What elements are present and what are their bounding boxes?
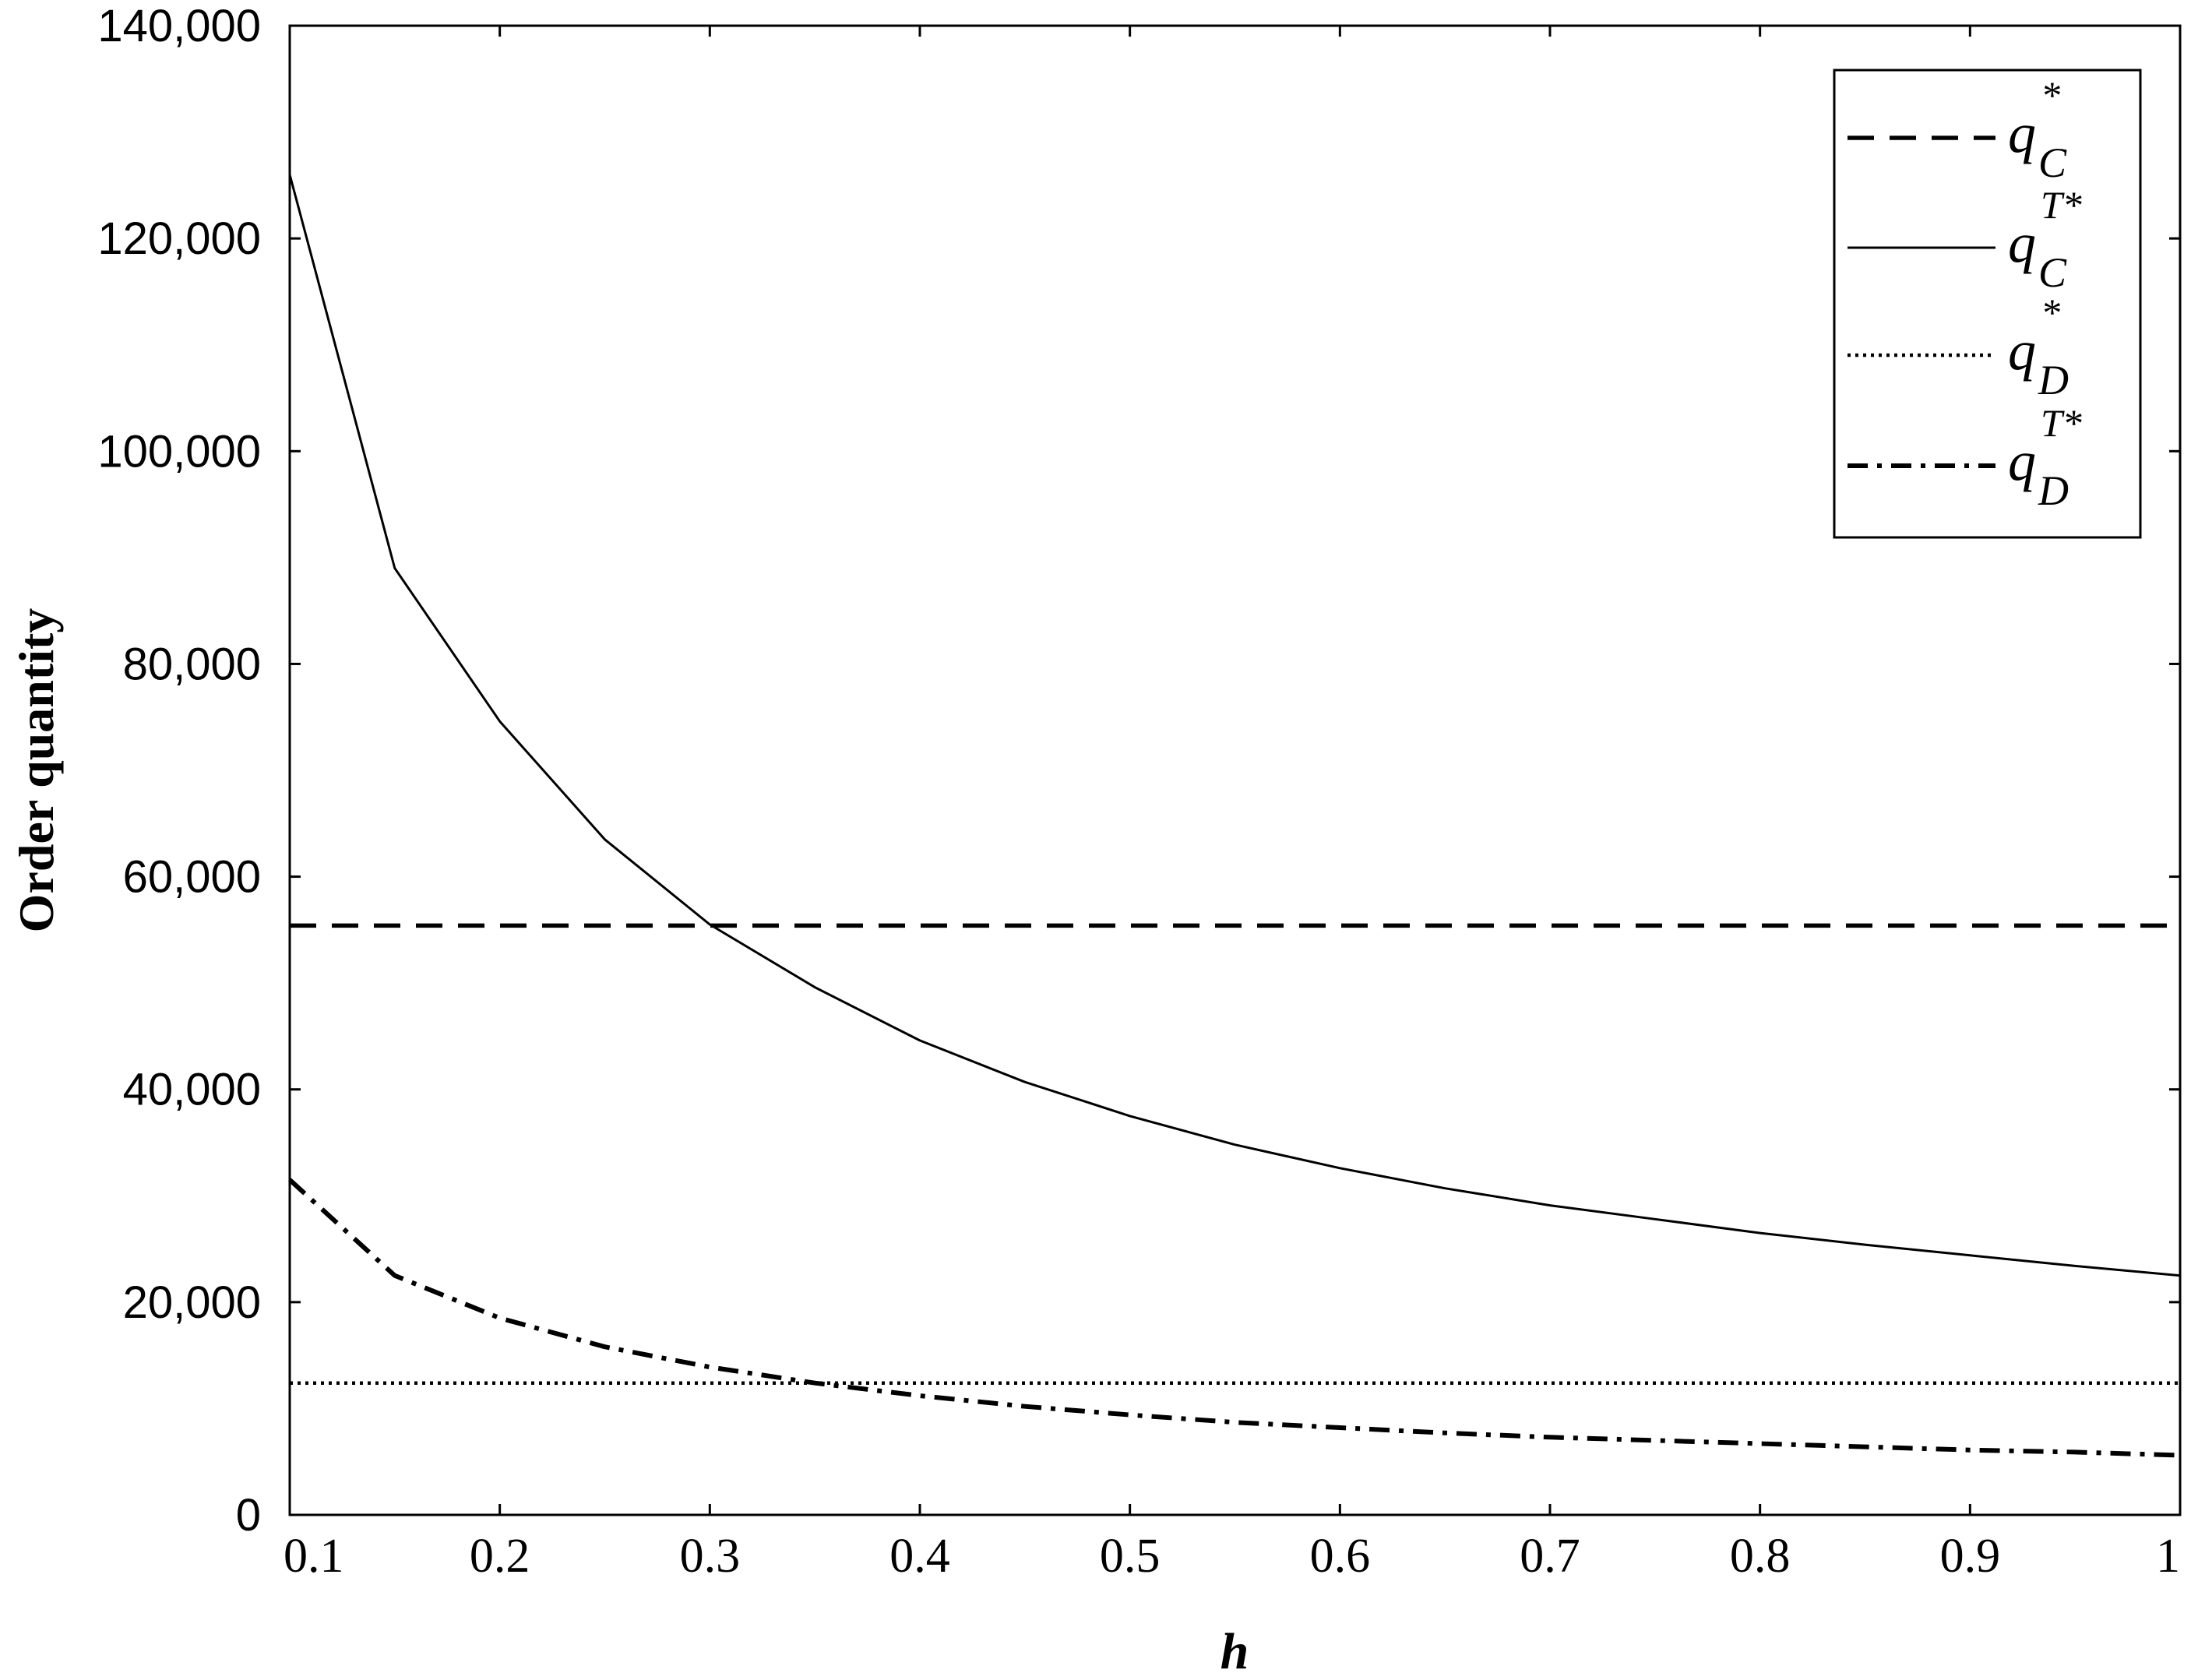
legend-box — [1833, 69, 2142, 539]
y-axis-label: Order quantity — [9, 608, 64, 933]
legend-label-subscript: D — [2038, 357, 2069, 403]
legend-label-subscript: D — [2038, 467, 2069, 514]
x-axis-ticks: 0.1 0.2 0.3 0.4 0.5 0.6 0.7 0.8 0.9 1 — [284, 26, 2182, 1583]
y-tick-label: 100,000 — [97, 426, 261, 477]
series-layer — [287, 174, 2181, 1458]
x-tick-label: 0.6 — [1310, 1530, 1371, 1583]
series-line-dashdot — [287, 1178, 2181, 1458]
legend: q*CqT*Cq*DqT*D — [1833, 69, 2142, 539]
legend-label-superscript: * — [2041, 291, 2060, 334]
legend-label-main: q — [2008, 102, 2036, 164]
x-tick-label: 0.1 — [284, 1530, 344, 1583]
legend-label-subscript: C — [2038, 139, 2067, 186]
y-tick-label: 0 — [236, 1490, 261, 1541]
x-tick-label: 0.7 — [1520, 1530, 1580, 1583]
legend-label-main: q — [2008, 319, 2036, 382]
series-line-solid — [288, 174, 2181, 1277]
y-tick-label: 60,000 — [123, 852, 261, 903]
x-tick-label: 0.9 — [1940, 1530, 2001, 1583]
legend-label-subscript: C — [2038, 249, 2067, 296]
y-tick-label: 40,000 — [123, 1065, 261, 1115]
x-tick-label: 0.4 — [889, 1530, 950, 1583]
x-tick-label: 1 — [2156, 1530, 2180, 1583]
legend-label-superscript: T* — [2041, 401, 2082, 445]
y-axis-ticks: 0 20,000 40,000 60,000 80,000 100,000 120,000 1… — [97, 1, 2180, 1541]
legend-label-superscript: T* — [2041, 183, 2082, 227]
legend-label-main: q — [2008, 212, 2036, 274]
x-tick-label: 0.5 — [1100, 1530, 1161, 1583]
x-tick-label: 0.2 — [470, 1530, 530, 1583]
y-tick-label: 120,000 — [97, 213, 261, 264]
legend-label-main: q — [2008, 430, 2036, 492]
y-tick-label: 140,000 — [97, 1, 261, 51]
y-tick-label: 20,000 — [123, 1277, 261, 1328]
y-tick-label: 80,000 — [123, 639, 261, 689]
x-tick-label: 0.3 — [680, 1530, 741, 1583]
x-axis-label: h — [1221, 1623, 1249, 1680]
x-tick-label: 0.8 — [1730, 1530, 1791, 1583]
legend-label-superscript: * — [2041, 73, 2060, 117]
